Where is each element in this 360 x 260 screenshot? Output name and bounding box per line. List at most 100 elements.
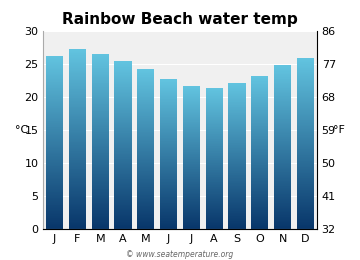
Bar <box>297 81 314 82</box>
Bar <box>92 57 109 58</box>
Bar <box>160 190 177 191</box>
Bar <box>46 195 63 196</box>
Bar <box>69 102 86 103</box>
Bar <box>160 197 177 198</box>
Bar <box>114 109 131 110</box>
Bar <box>274 210 291 211</box>
Bar <box>114 211 131 212</box>
Bar <box>92 54 109 55</box>
Bar <box>69 96 86 97</box>
Bar <box>183 119 200 120</box>
Bar <box>46 86 63 87</box>
Bar <box>92 63 109 64</box>
Bar <box>46 112 63 113</box>
Bar <box>251 228 268 229</box>
Bar <box>137 220 154 221</box>
Bar <box>137 103 154 104</box>
Bar <box>274 224 291 225</box>
Bar <box>160 200 177 201</box>
Bar <box>114 141 131 142</box>
Bar <box>229 184 246 185</box>
Bar <box>69 185 86 186</box>
Bar <box>183 228 200 229</box>
Bar <box>92 89 109 90</box>
Bar <box>229 129 246 130</box>
Bar <box>160 215 177 216</box>
Bar <box>137 206 154 207</box>
Bar <box>229 196 246 197</box>
Bar <box>114 113 131 114</box>
Bar <box>206 218 223 219</box>
Bar <box>183 183 200 184</box>
Bar <box>137 214 154 215</box>
Bar <box>183 201 200 202</box>
Bar <box>69 128 86 129</box>
Bar <box>274 145 291 146</box>
Bar <box>137 182 154 183</box>
Bar <box>92 69 109 70</box>
Bar <box>297 226 314 227</box>
Bar <box>251 211 268 212</box>
Bar <box>160 81 177 82</box>
Bar <box>297 183 314 184</box>
Bar <box>137 117 154 118</box>
Bar <box>137 110 154 111</box>
Bar <box>160 145 177 146</box>
Bar <box>92 138 109 139</box>
Bar <box>69 186 86 187</box>
Bar <box>160 228 177 229</box>
Bar <box>229 147 246 148</box>
Bar <box>160 194 177 195</box>
Bar <box>274 227 291 228</box>
Bar <box>160 123 177 124</box>
Bar <box>251 157 268 158</box>
Bar <box>183 92 200 93</box>
Bar <box>229 111 246 112</box>
Bar <box>274 187 291 188</box>
Bar <box>229 174 246 175</box>
Bar <box>206 208 223 209</box>
Bar <box>114 140 131 141</box>
Bar <box>274 80 291 81</box>
Bar <box>274 133 291 134</box>
Bar <box>274 92 291 93</box>
Bar <box>229 117 246 118</box>
Bar <box>297 214 314 215</box>
Bar <box>69 141 86 142</box>
Bar <box>46 84 63 85</box>
Bar <box>46 57 63 58</box>
Bar <box>46 70 63 71</box>
Bar <box>206 108 223 109</box>
Bar <box>69 77 86 78</box>
Bar <box>160 89 177 90</box>
Bar <box>251 122 268 123</box>
Bar <box>46 143 63 144</box>
Bar <box>206 199 223 200</box>
Bar <box>160 158 177 159</box>
Bar <box>69 78 86 79</box>
Bar <box>69 179 86 180</box>
Bar <box>46 208 63 209</box>
Bar <box>183 91 200 92</box>
Bar <box>137 207 154 208</box>
Bar <box>229 135 246 136</box>
Bar <box>160 139 177 140</box>
Bar <box>274 70 291 71</box>
Bar <box>114 97 131 98</box>
Bar <box>297 96 314 98</box>
Bar <box>114 157 131 158</box>
Bar <box>69 157 86 158</box>
Bar <box>297 147 314 148</box>
Bar <box>183 87 200 88</box>
Bar <box>69 107 86 108</box>
Bar <box>297 216 314 217</box>
Bar <box>92 207 109 208</box>
Bar <box>137 212 154 213</box>
Bar <box>297 204 314 205</box>
Bar <box>297 196 314 197</box>
Bar <box>229 155 246 156</box>
Bar <box>206 109 223 110</box>
Bar <box>206 143 223 144</box>
Bar <box>229 219 246 220</box>
Bar <box>251 188 268 189</box>
